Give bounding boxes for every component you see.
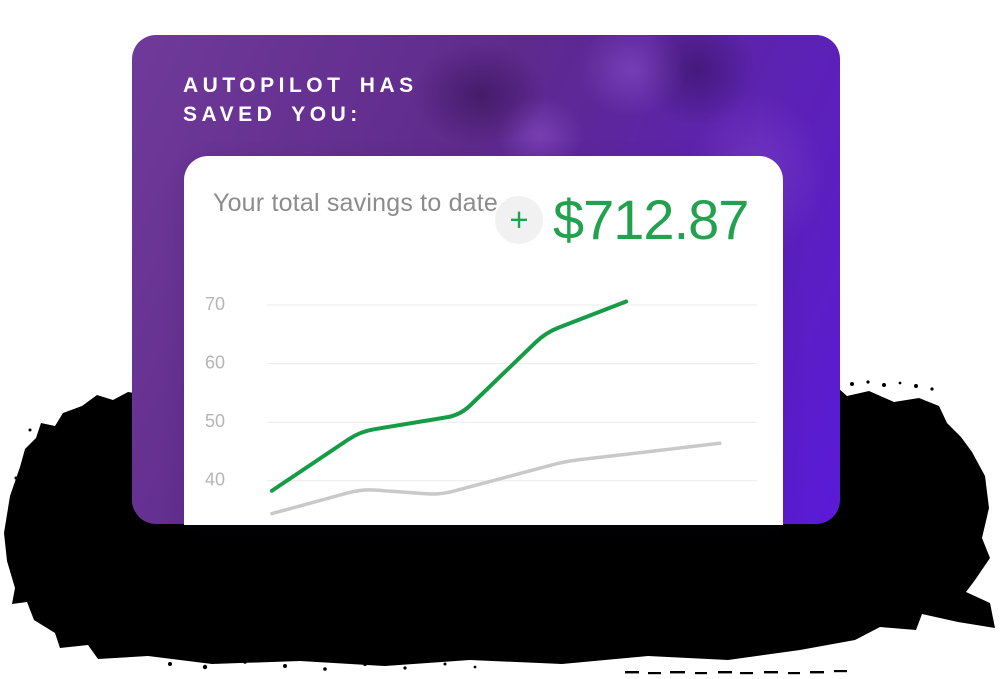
plus-badge: + xyxy=(495,196,543,244)
y-tick-label: 60 xyxy=(205,352,225,372)
series-line-autopilot-savings xyxy=(269,299,629,493)
savings-amount: $712.87 xyxy=(553,188,749,251)
banner-heading: AUTOPILOT HAS SAVED YOU: xyxy=(183,71,418,129)
series-line-regular-savings xyxy=(270,441,722,516)
savings-card: 70 60 50 40 Your total savings to date + $7… xyxy=(184,156,783,525)
y-tick-label: 70 xyxy=(205,294,225,314)
y-tick-label: 50 xyxy=(205,411,225,431)
ink-speckles xyxy=(8,380,934,675)
banner-heading-line1: AUTOPILOT HAS xyxy=(183,74,418,97)
banner-heading-line2: SAVED YOU: xyxy=(183,103,362,126)
y-tick-label: 40 xyxy=(205,470,225,490)
plus-icon: + xyxy=(509,200,529,238)
savings-chart: 70 60 50 40 xyxy=(205,294,757,516)
savings-amount-group: + $712.87 xyxy=(495,188,749,251)
savings-title: Your total savings to date xyxy=(213,189,499,217)
